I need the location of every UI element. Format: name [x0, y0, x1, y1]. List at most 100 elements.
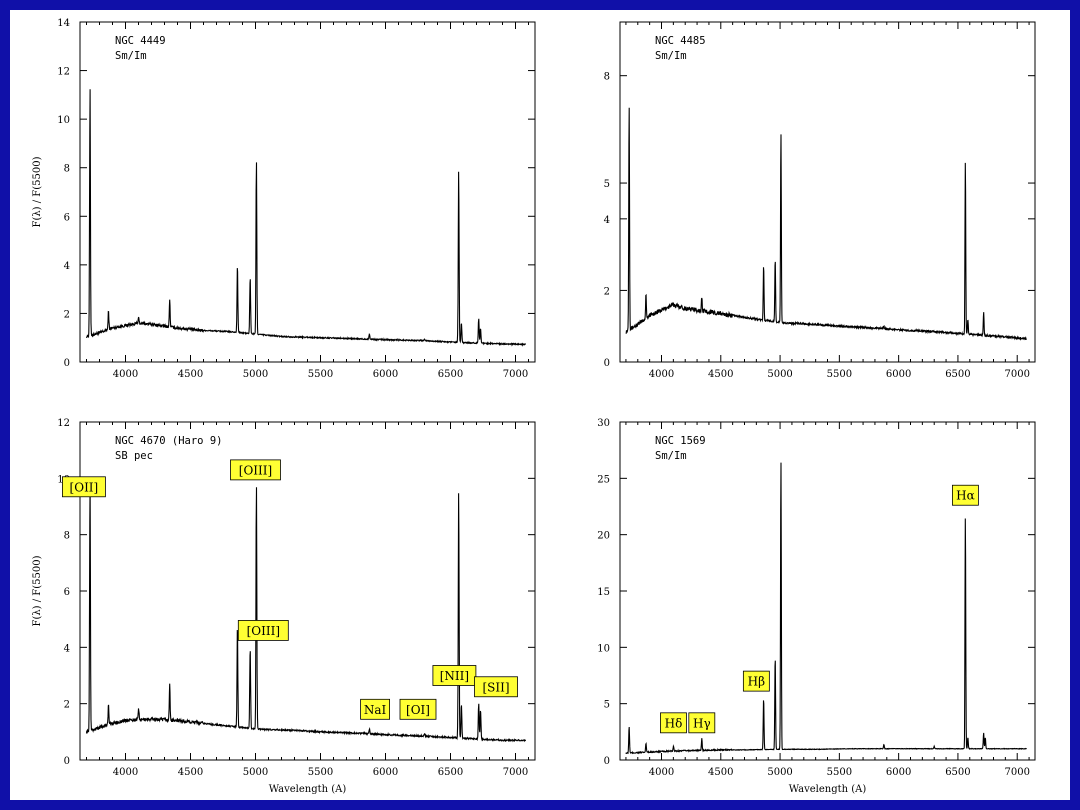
line-label-text: Hγ: [693, 716, 711, 730]
plot-frame: [79, 21, 536, 363]
panel-title: NGC 1569: [655, 435, 706, 447]
x-tick-label: 5500: [827, 767, 852, 778]
line-label-text: NaI: [364, 703, 387, 717]
line-label-box: [660, 712, 687, 734]
y-tick-label: 2: [64, 700, 70, 711]
spectrum-panel-1: 4000 4500 5000 5500 6000 6500 7000 0 2 4 6 8 10 12 14 F…: [32, 18, 536, 380]
line-label: [NII]: [432, 665, 477, 686]
spectra-figure: 4000 4500 5000 5500 6000 6500 700002468101214F…: [32, 18, 1036, 795]
plot-frame: [619, 21, 1036, 363]
x-tick-label: 6500: [945, 369, 970, 380]
x-axis-label: Wavelength (A): [269, 784, 347, 795]
line-label: [OI]: [399, 698, 437, 720]
x-tick-label: 4000: [649, 369, 674, 380]
x-tick-label: 6000: [886, 369, 911, 380]
y-tick-label: 2: [64, 309, 70, 320]
y-axis-label: F(λ) / F(5500): [32, 555, 43, 626]
x-tick-label: 4500: [178, 369, 203, 380]
y-tick-label: 0: [604, 358, 610, 369]
spectrum-line: [85, 480, 526, 743]
y-tick-label: 6: [64, 212, 70, 223]
x-tick-label: 4500: [178, 767, 203, 778]
y-tick-label: 0: [64, 756, 70, 767]
line-label-text: [NII]: [440, 669, 469, 683]
spectrum-panel-2: 4000 4500 5000 5500 6000 6500 7000 0 2 4 5 8 NGC 448…: [604, 21, 1036, 380]
line-label-box: [432, 665, 477, 686]
y-tick-label: 25: [597, 474, 610, 485]
line-label-text: [SII]: [482, 680, 509, 694]
line-label: Hγ: [688, 712, 716, 734]
x-tick-label: 5000: [243, 767, 268, 778]
line-label-text: Hδ: [665, 716, 683, 730]
figure-frame: 4000 4500 5000 5500 6000 6500 7000 0 2 4 6 8 10 12 14 F…: [10, 10, 1070, 800]
y-axis-label: F(λ) / F(5500): [32, 156, 43, 227]
spectrum-line: [85, 89, 526, 347]
line-label-box: [399, 698, 437, 720]
plot-frame: [79, 421, 536, 761]
x-tick-label: 6500: [438, 369, 463, 380]
line-label-box: [237, 620, 289, 641]
line-label: [SII]: [474, 676, 518, 698]
panel-title: NGC 4670 (Haro 9): [115, 435, 222, 447]
x-tick-label: 6000: [373, 369, 398, 380]
x-tick-label: 4000: [649, 767, 674, 778]
y-tick-label: 0: [604, 756, 610, 767]
x-tick-label: 5500: [308, 767, 333, 778]
panel-subtitle: Sm/Im: [115, 50, 147, 62]
y-tick-label: 2: [604, 286, 610, 297]
y-tick-label: 14: [57, 18, 70, 29]
line-label-box: [62, 476, 106, 498]
line-label: Hδ: [660, 712, 687, 734]
x-axis-label: Wavelength (A): [789, 784, 867, 795]
spectrum-panel-3: 4000450050005500600065007000024681012Wav…: [32, 418, 536, 795]
x-tick-label: 7000: [503, 767, 528, 778]
line-label-text: [OIII]: [239, 463, 272, 477]
line-label-box: [951, 484, 979, 506]
line-label: NaI: [360, 698, 391, 720]
line-label-text: Hα: [956, 489, 975, 503]
panel-subtitle: Sm/Im: [655, 450, 687, 462]
spectrum-line: [625, 107, 1027, 341]
x-tick-label: 4500: [708, 767, 733, 778]
y-tick-label: 12: [57, 67, 70, 78]
line-label: Hα: [951, 484, 979, 506]
y-tick-label: 30: [597, 418, 610, 429]
x-tick-label: 5000: [767, 369, 792, 380]
line-label-text: Hβ: [748, 675, 765, 689]
y-tick-label: 8: [604, 72, 610, 83]
plot-frame: [619, 421, 1036, 761]
x-tick-label: 4000: [113, 369, 138, 380]
x-tick-label: 5000: [243, 369, 268, 380]
panel-subtitle: SB pec: [115, 450, 153, 462]
x-tick-label: 5500: [308, 369, 333, 380]
x-tick-label: 5000: [767, 767, 792, 778]
panel-title: NGC 4485: [655, 35, 706, 47]
x-tick-label: 6000: [886, 767, 911, 778]
line-label-text: [OII]: [70, 480, 99, 494]
y-tick-label: 4: [604, 215, 610, 226]
y-tick-label: 8: [64, 531, 70, 542]
y-tick-label: 20: [597, 531, 610, 542]
y-tick-label: 12: [57, 418, 70, 429]
y-tick-label: 8: [64, 164, 70, 175]
x-tick-label: 6500: [945, 767, 970, 778]
y-tick-label: 10: [57, 115, 70, 126]
line-label-box: [474, 676, 518, 698]
panel-title: NGC 4449: [115, 35, 166, 47]
line-label-text: [OI]: [406, 703, 430, 717]
panel-subtitle: Sm/Im: [655, 50, 687, 62]
line-label-box: [742, 670, 770, 692]
y-tick-label: 5: [604, 179, 610, 190]
x-tick-label: 6500: [438, 767, 463, 778]
line-label: [OII]: [62, 476, 106, 498]
line-label-box: [688, 712, 716, 734]
line-label: Hβ: [742, 670, 770, 692]
x-tick-label: 4000: [113, 767, 138, 778]
x-tick-label: 7000: [1004, 369, 1029, 380]
y-tick-label: 6: [64, 587, 70, 598]
y-tick-label: 15: [597, 587, 610, 598]
spectrum-panel-4: 4000 4500 5000 5500 6000 6500 7000 0 5 10 15 20 25 30…: [597, 418, 1036, 795]
line-label: [OIII]: [230, 459, 281, 481]
x-tick-label: 7000: [1004, 767, 1029, 778]
y-tick-label: 4: [64, 643, 70, 654]
